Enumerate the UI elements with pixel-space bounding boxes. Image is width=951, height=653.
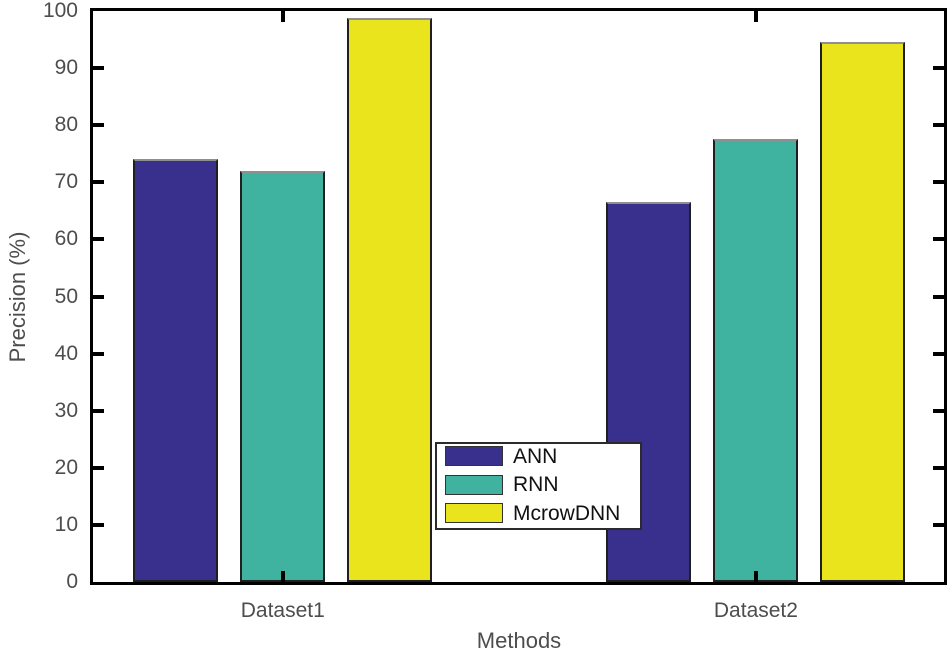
legend-item-rnn: RNN [445, 473, 559, 496]
y-tick-mark-left [93, 294, 104, 299]
x-axis-label: Methods [476, 628, 562, 653]
y-tick-mark-right [933, 237, 944, 242]
x-tick-mark-bottom [753, 571, 758, 582]
y-tick-label-70: 70 [54, 170, 78, 194]
legend-label-mcrowdnn: McrowDNN [513, 501, 621, 525]
x-tick-mark-bottom [280, 571, 285, 582]
y-tick-mark-left [93, 408, 104, 413]
y-tick-label-50: 50 [54, 284, 78, 308]
y-tick-mark-left [93, 237, 104, 242]
y-tick-mark-right [933, 408, 944, 413]
x-tick-mark-top [753, 11, 758, 22]
plot-area [90, 8, 947, 585]
y-tick-label-0: 0 [66, 570, 78, 593]
legend-swatch-ann [445, 446, 503, 466]
legend-swatch-rnn [445, 474, 503, 495]
legend-swatch-mcrowdnn [445, 503, 503, 523]
y-tick-label-60: 60 [54, 227, 78, 251]
y-tick-label-90: 90 [54, 56, 78, 80]
bar-ann-dataset1 [133, 159, 219, 582]
y-tick-mark-right [933, 465, 944, 470]
y-tick-mark-left [93, 351, 104, 356]
y-tick-mark-left [93, 66, 104, 71]
y-tick-mark-right [933, 294, 944, 299]
y-tick-mark-left [93, 180, 104, 185]
x-tick-label-dataset1: Dataset1 [240, 599, 325, 622]
y-tick-mark-right [933, 180, 944, 185]
y-tick-mark-right [933, 522, 944, 527]
bar-rnn-dataset1 [240, 170, 326, 582]
y-tick-mark-left [93, 465, 104, 470]
y-tick-mark-right [933, 123, 944, 128]
legend: ANN RNN McrowDNN [435, 442, 642, 530]
bar-rnn-dataset2 [713, 139, 799, 582]
y-tick-label-80: 80 [54, 113, 78, 137]
x-tick-mark-top [280, 11, 285, 22]
bar-mcrowdnn-dataset2 [820, 42, 906, 582]
y-tick-mark-left [93, 522, 104, 527]
x-tick-label-dataset2: Dataset2 [713, 599, 798, 622]
y-tick-mark-right [933, 66, 944, 71]
y-tick-label-40: 40 [54, 341, 78, 365]
y-tick-label-100: 100 [42, 0, 78, 22]
y-tick-mark-left [93, 123, 104, 128]
y-tick-label-20: 20 [54, 455, 78, 479]
y-tick-label-30: 30 [54, 398, 78, 422]
y-tick-label-10: 10 [54, 512, 78, 536]
legend-item-ann: ANN [445, 444, 558, 468]
y-tick-mark-right [933, 351, 944, 356]
legend-item-mcrowdnn: McrowDNN [445, 501, 621, 525]
legend-label-ann: ANN [513, 444, 558, 468]
legend-label-rnn: RNN [513, 473, 559, 496]
bar-mcrowdnn-dataset1 [347, 17, 433, 582]
